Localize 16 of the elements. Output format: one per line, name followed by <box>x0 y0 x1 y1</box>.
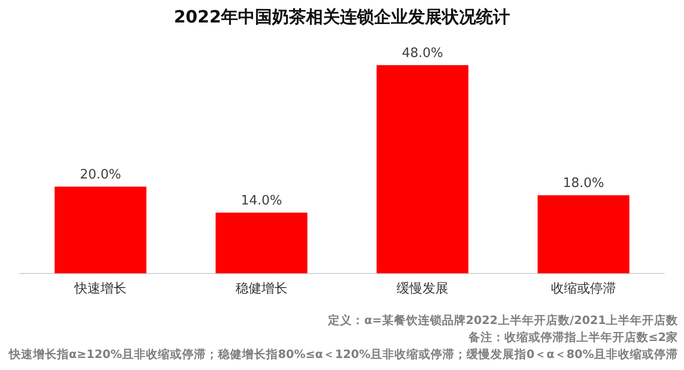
x-tick-label: 稳健增长 <box>236 282 288 297</box>
x-tick-label: 快速增长 <box>74 282 126 297</box>
text: 定义：α=某餐饮连锁品牌2022上半年开店数/2021上半年开店数 <box>326 312 678 329</box>
data-label: 14.0% <box>240 194 282 209</box>
x-tick-label: 收缩或停滞 <box>551 282 616 297</box>
chart-title: 2022年中国奶茶相关连锁企业发展状况统计 <box>174 8 510 28</box>
data-label: 48.0% <box>402 46 444 61</box>
x-tick-label: 缓慢发展 <box>396 282 448 297</box>
data-label: 20.0% <box>80 167 122 182</box>
bar <box>538 195 630 274</box>
bar <box>54 186 146 274</box>
data-label: 18.0% <box>562 176 604 192</box>
text: 快速增长指α≥120%且非收缩或停滞；稳健增长指80%≤α＜120%且非收缩或停滞；缓慢发展指0＜α＜80%且非收缩或停滞 <box>8 346 678 363</box>
bar <box>216 212 308 274</box>
text: 备注：收缩或停滞指上半年开店数≤2家 <box>467 329 678 346</box>
bar <box>376 65 468 274</box>
